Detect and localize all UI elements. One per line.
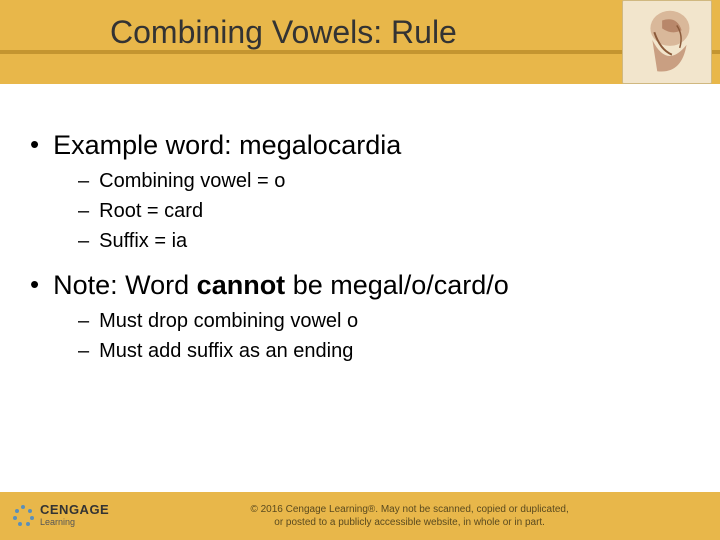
footer-band: CENGAGE Learning © 2016 Cengage Learning… xyxy=(0,492,720,540)
bullet-dot-icon: • xyxy=(30,268,39,300)
bullet-level2: – Suffix = ia xyxy=(78,228,690,254)
bullet-dash-icon: – xyxy=(78,308,89,334)
bullet-dash-icon: – xyxy=(78,228,89,254)
bullet-level2: – Combining vowel = o xyxy=(78,168,690,194)
bullet-level1: • Example word: megalocardia xyxy=(30,128,690,162)
bullet-text: Root = card xyxy=(99,198,203,224)
bullet-dash-icon: – xyxy=(78,198,89,224)
header-band: Combining Vowels: Rule xyxy=(0,0,720,84)
publisher-logo: CENGAGE Learning xyxy=(12,504,109,528)
logo-burst-icon xyxy=(12,505,34,527)
bullet-text: Note: Word cannot be megal/o/card/o xyxy=(53,268,509,302)
bullet-text: Example word: megalocardia xyxy=(53,128,401,162)
bullet-text: Must drop combining vowel o xyxy=(99,308,358,334)
bullet-level2: – Root = card xyxy=(78,198,690,224)
copyright-line2: or posted to a publicly accessible websi… xyxy=(274,517,545,528)
slide-title: Combining Vowels: Rule xyxy=(110,14,457,51)
bullet-text-prefix: Note: Word xyxy=(53,270,197,300)
bullet-text-suffix: be megal/o/card/o xyxy=(285,270,509,300)
publisher-brand-text: CENGAGE Learning xyxy=(40,504,109,528)
bullet-dot-icon: • xyxy=(30,128,39,160)
copyright-text: © 2016 Cengage Learning®. May not be sca… xyxy=(109,503,720,529)
brand-line1: CENGAGE xyxy=(40,504,109,516)
bullet-level2: – Must drop combining vowel o xyxy=(78,308,690,334)
bullet-dash-icon: – xyxy=(78,168,89,194)
bullet-text: Suffix = ia xyxy=(99,228,187,254)
bullet-level1: • Note: Word cannot be megal/o/card/o xyxy=(30,268,690,302)
anatomy-thumbnail xyxy=(622,0,712,84)
bullet-text: Combining vowel = o xyxy=(99,168,285,194)
bullet-text-bold: cannot xyxy=(197,270,286,300)
copyright-line1: © 2016 Cengage Learning®. May not be sca… xyxy=(250,504,568,515)
bullet-dash-icon: – xyxy=(78,338,89,364)
brand-line2: Learning xyxy=(40,516,109,528)
bullet-level2: – Must add suffix as an ending xyxy=(78,338,690,364)
bullet-text: Must add suffix as an ending xyxy=(99,338,353,364)
slide-body: • Example word: megalocardia – Combining… xyxy=(0,84,720,364)
